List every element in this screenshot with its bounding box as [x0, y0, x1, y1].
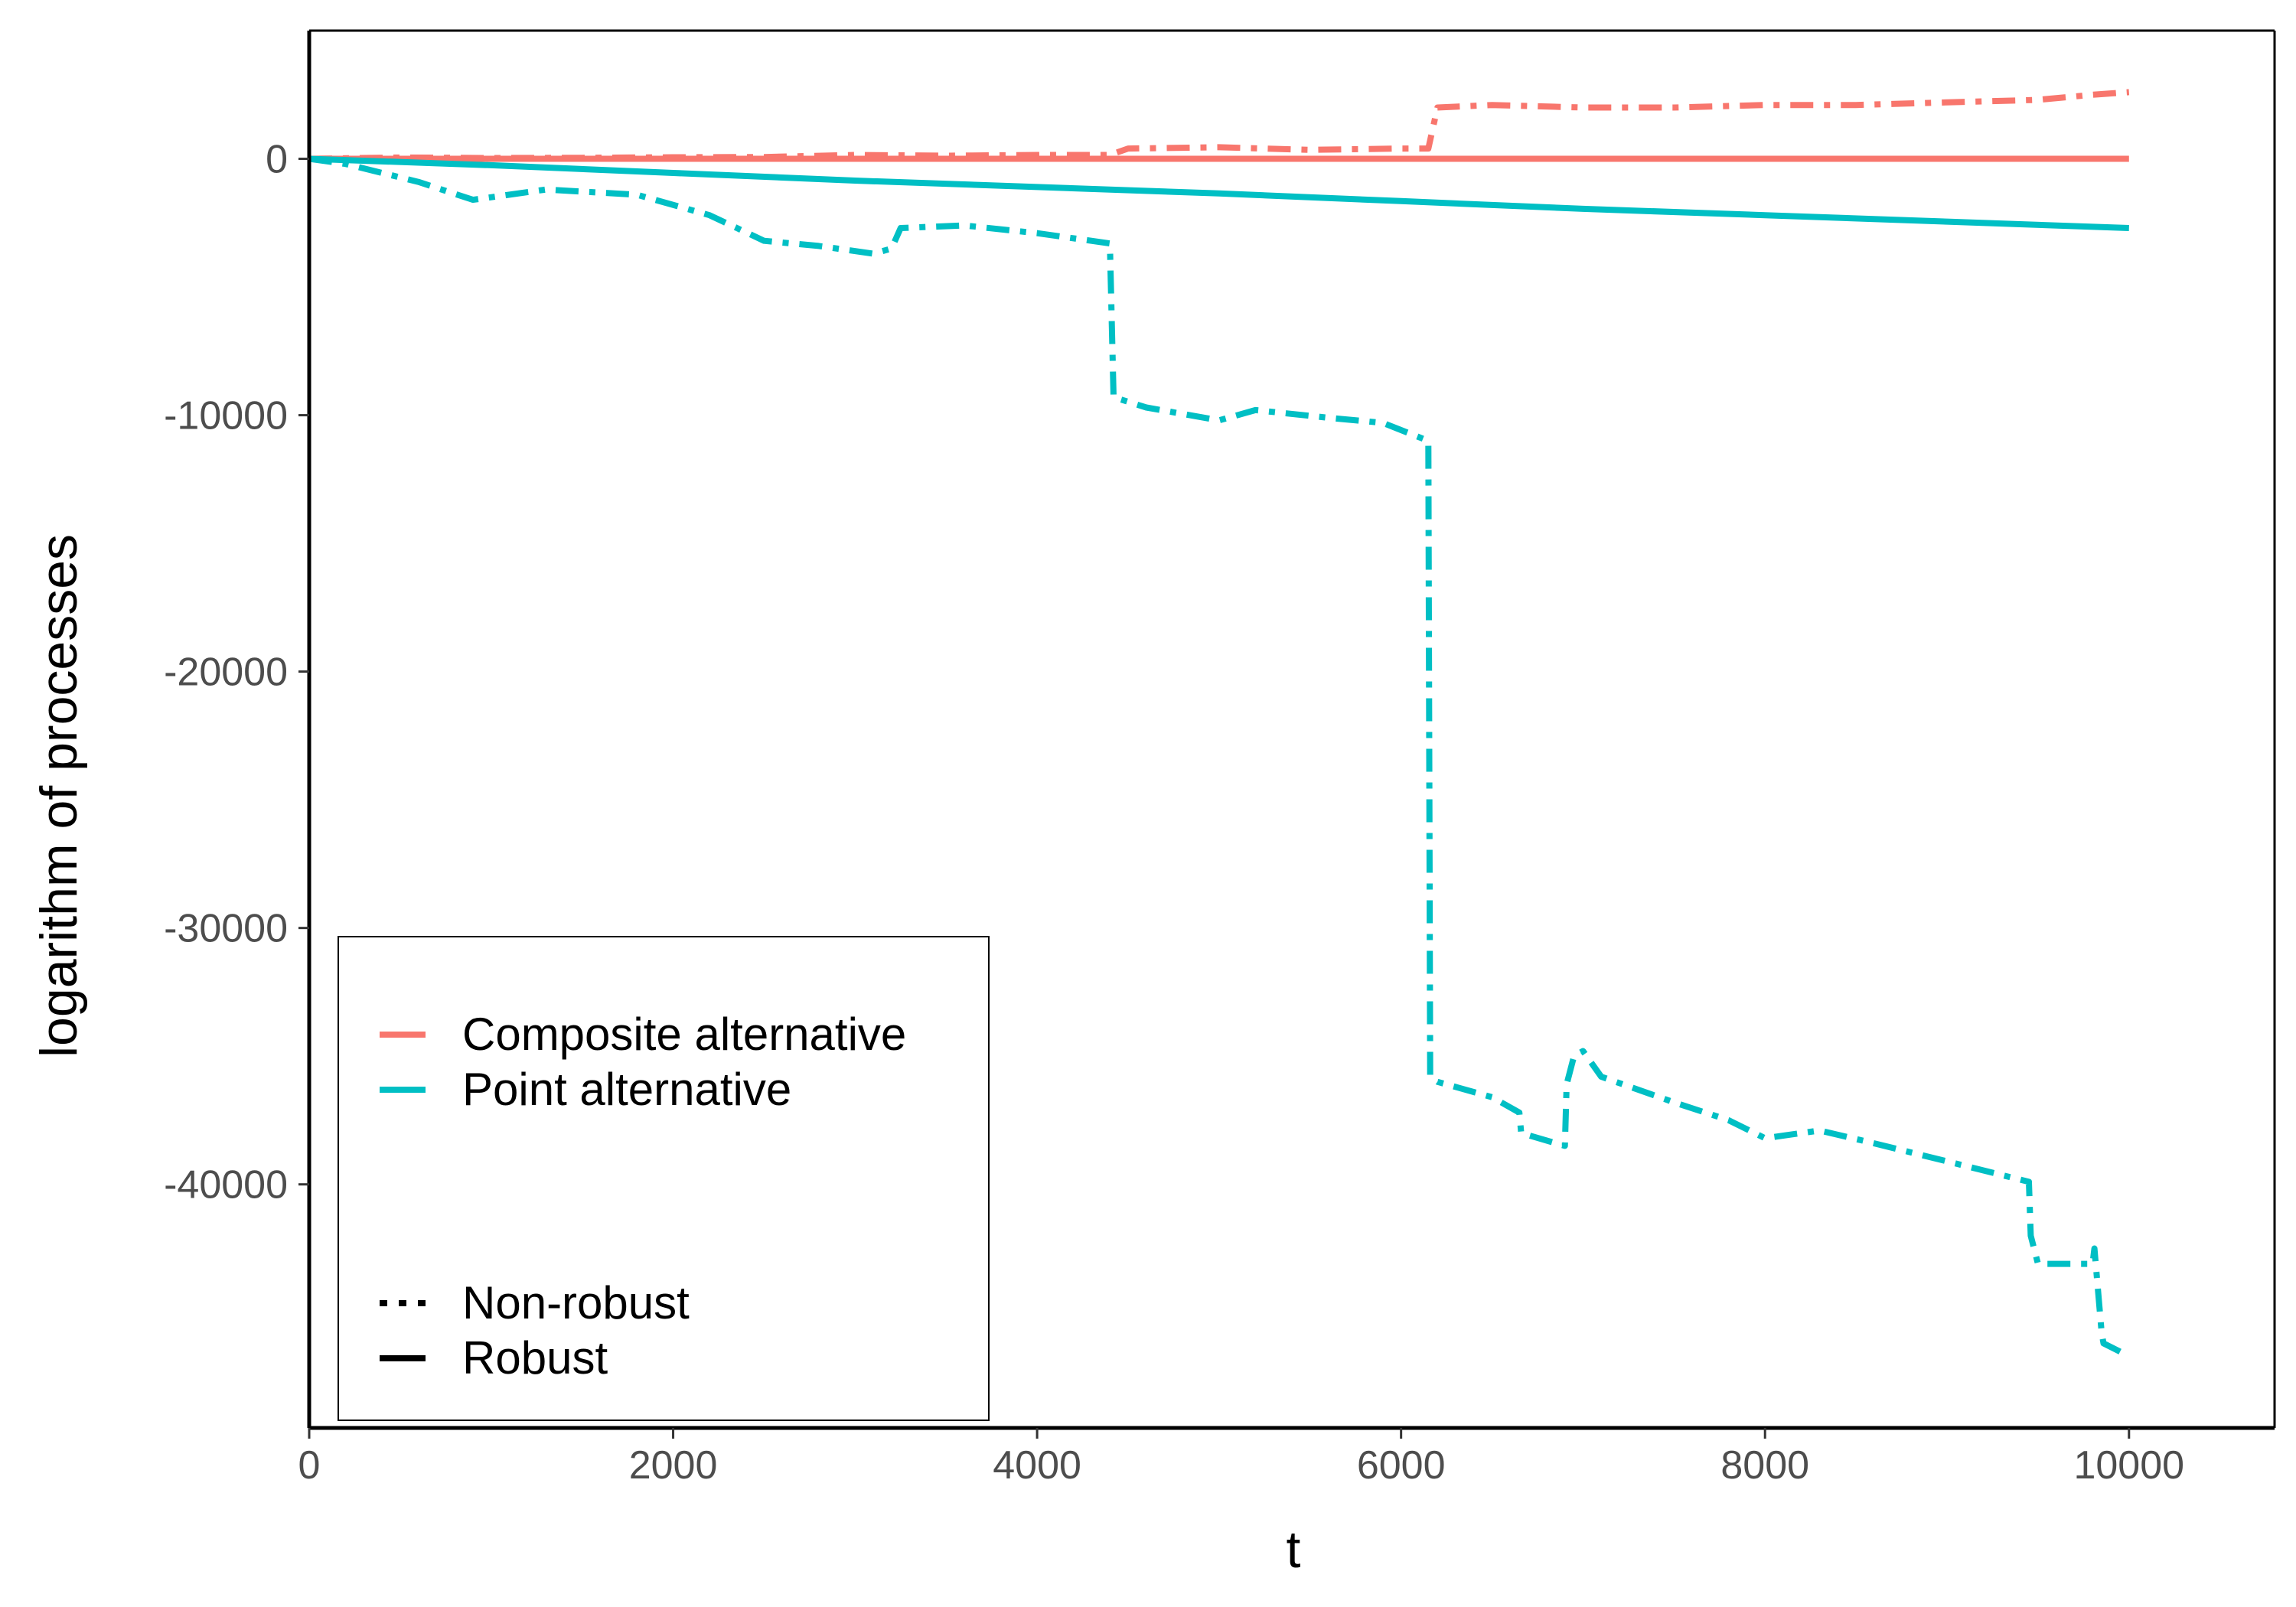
x-tick-label: 4000	[993, 1443, 1081, 1488]
y-tick-label: -20000	[164, 650, 288, 695]
legend: Composite alternative Point alternative …	[338, 936, 990, 1421]
legend-box	[338, 936, 990, 1421]
y-tick-label: -30000	[164, 907, 288, 951]
series-layer	[308, 89, 2131, 1359]
x-tick-label: 2000	[629, 1443, 718, 1488]
plot-area: 0 2000 4000 6000 8000 10000 0 -10000 -20000 -300…	[164, 29, 2276, 1488]
y-tick-label: -10000	[164, 394, 288, 438]
x-tick-label: 0	[298, 1443, 321, 1488]
legend-label-nonrobust: Non-robust	[462, 1277, 690, 1328]
legend-label-composite: Composite alternative	[462, 1009, 906, 1060]
x-axis-title: t	[1287, 1521, 1301, 1579]
y-ticks: 0 -10000 -20000 -30000 -40000	[164, 138, 309, 1208]
y-tick-label: -40000	[164, 1163, 288, 1208]
series-line-composite-alternative-non-robust	[308, 89, 2130, 162]
y-tick-label: 0	[266, 138, 288, 182]
x-ticks: 0 2000 4000 6000 8000 10000	[298, 1428, 2184, 1488]
x-tick-label: 6000	[1357, 1443, 1446, 1488]
series-line-point-alternative-non-robust	[308, 155, 2131, 1359]
legend-label-point: Point alternative	[462, 1064, 791, 1115]
x-axis: 0 2000 4000 6000 8000 10000	[298, 1426, 2275, 1488]
x-tick-label: 10000	[2073, 1443, 2184, 1488]
y-axis: 0 -10000 -20000 -30000 -40000	[164, 31, 311, 1428]
series-line-point-alternative-robust	[308, 155, 2129, 231]
x-tick-label: 8000	[1720, 1443, 1809, 1488]
y-axis-title: logarithm of processes	[30, 534, 88, 1058]
legend-label-robust: Robust	[462, 1332, 608, 1384]
